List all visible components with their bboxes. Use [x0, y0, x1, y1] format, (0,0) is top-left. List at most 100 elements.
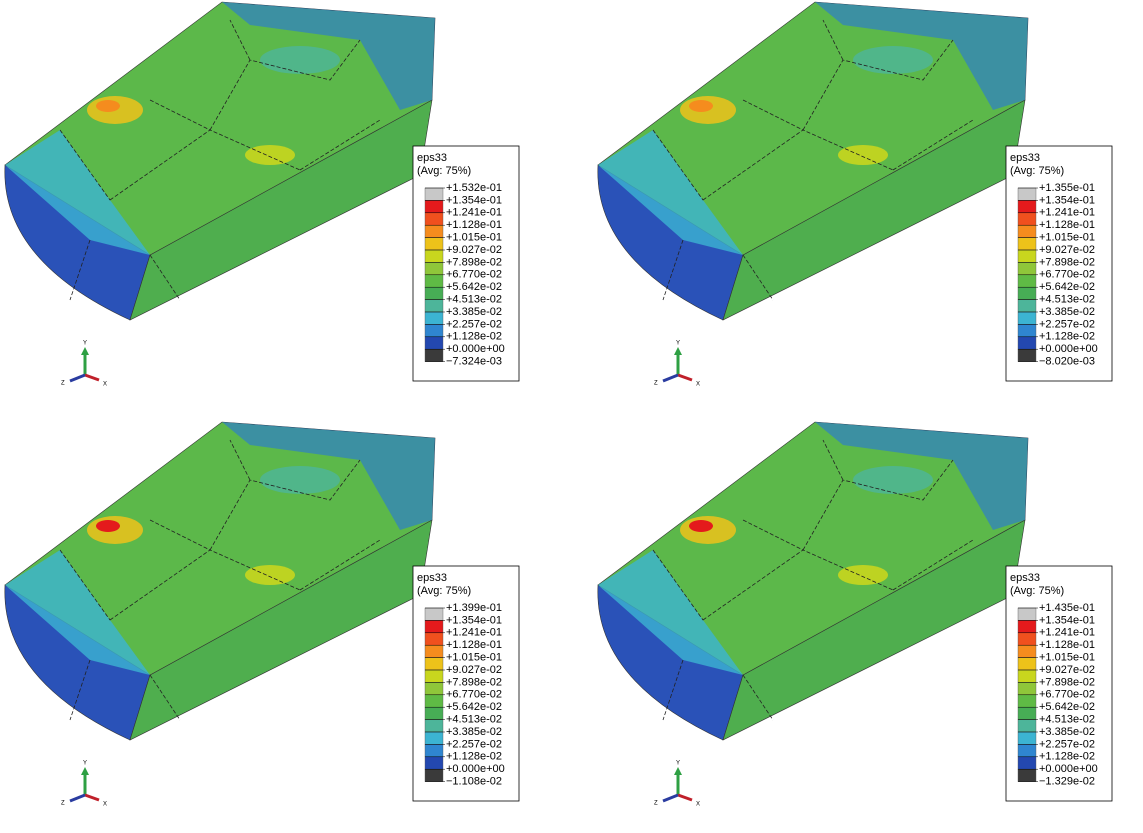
legend-label: +4.513e-02	[1039, 294, 1095, 306]
legend-label: +1.128e-01	[1039, 219, 1095, 231]
legend-label: +0.000e+00	[446, 763, 505, 775]
hot-core	[96, 520, 120, 532]
legend-swatch	[425, 324, 443, 336]
legend-swatch	[1018, 720, 1036, 732]
legend-swatch	[1018, 645, 1036, 657]
legend-swatch	[425, 744, 443, 756]
legend-swatch	[1018, 262, 1036, 274]
legend-swatch	[1018, 633, 1036, 645]
triad-y-head	[81, 347, 89, 355]
legend-label: +5.642e-02	[1039, 281, 1095, 293]
legend-swatch	[1018, 707, 1036, 719]
legend-label: +4.513e-02	[1039, 714, 1095, 726]
legend-swatch	[425, 238, 443, 250]
legend-label: +2.257e-02	[446, 318, 502, 330]
legend-label: +1.128e-02	[446, 331, 502, 343]
legend-title: eps33	[417, 572, 447, 584]
legend-label: +0.000e+00	[1039, 343, 1098, 355]
legend-swatch	[1018, 620, 1036, 632]
legend-swatch	[1018, 670, 1036, 682]
triad-x-label: X	[103, 382, 107, 388]
legend-label: +6.770e-02	[1039, 689, 1095, 701]
legend-label: −7.324e-03	[446, 356, 502, 368]
legend-label: +2.257e-02	[446, 738, 502, 750]
triad-x-axis	[678, 375, 692, 380]
legend-swatch	[1018, 732, 1036, 744]
triad-x-label: X	[696, 802, 700, 808]
legend-label: +1.128e-01	[446, 219, 502, 231]
legend-title: eps33	[1010, 572, 1040, 584]
triad-z-label: Z	[654, 381, 658, 387]
legend-swatch	[425, 300, 443, 312]
legend-label: +9.027e-02	[446, 244, 502, 256]
legend-subtitle: (Avg: 75%)	[1010, 585, 1064, 597]
legend-label: +2.257e-02	[1039, 738, 1095, 750]
triad-y-head	[81, 767, 89, 775]
legend-label: +7.898e-02	[446, 676, 502, 688]
legend-label: +6.770e-02	[446, 269, 502, 281]
panel: eps33(Avg: 75%)+1.399e-01+1.354e-01+1.24…	[5, 422, 519, 808]
legend-swatch	[425, 608, 443, 620]
legend-label: +3.385e-02	[446, 306, 502, 318]
legend-swatch	[425, 287, 443, 299]
legend-swatch	[1018, 287, 1036, 299]
legend-label: +2.257e-02	[1039, 318, 1095, 330]
triad-x-axis	[678, 795, 692, 800]
legend-swatch	[425, 707, 443, 719]
legend-swatch	[1018, 213, 1036, 225]
legend-swatch	[425, 200, 443, 212]
legend-subtitle: (Avg: 75%)	[1010, 165, 1064, 177]
legend-swatch	[1018, 769, 1036, 781]
triad-y-label: Y	[676, 761, 680, 767]
triad-z-axis	[663, 375, 678, 381]
warm-spot	[838, 145, 888, 165]
triad-y-head	[674, 767, 682, 775]
body: eps33(Avg: 75%)+1.532e-01+1.354e-01+1.24…	[0, 0, 1143, 833]
legend-label: +1.128e-02	[446, 751, 502, 763]
legend-swatch	[425, 757, 443, 769]
warm-spot	[838, 565, 888, 585]
hot-core	[689, 520, 713, 532]
legend-swatch	[425, 188, 443, 200]
legend-swatch	[425, 312, 443, 324]
triad-z-label: Z	[61, 381, 65, 387]
teal-patch	[260, 46, 340, 74]
legend-label: +1.354e-01	[446, 614, 502, 626]
legend-swatch	[1018, 225, 1036, 237]
triad-z-axis	[663, 795, 678, 801]
legend-label: +3.385e-02	[446, 726, 502, 738]
hot-core	[96, 100, 120, 112]
legend-label: −8.020e-03	[1039, 356, 1095, 368]
panel: eps33(Avg: 75%)+1.355e-01+1.354e-01+1.24…	[598, 2, 1112, 388]
legend-swatch	[1018, 608, 1036, 620]
legend-label: +1.399e-01	[446, 602, 502, 614]
legend-label: +7.898e-02	[1039, 676, 1095, 688]
legend-label: +5.642e-02	[446, 701, 502, 713]
legend-swatch	[425, 769, 443, 781]
legend-swatch	[1018, 349, 1036, 361]
legend-label: +1.015e-01	[446, 232, 502, 244]
figure: eps33(Avg: 75%)+1.532e-01+1.354e-01+1.24…	[0, 0, 1143, 833]
legend-swatch	[1018, 300, 1036, 312]
legend-swatch	[1018, 695, 1036, 707]
legend-swatch	[1018, 757, 1036, 769]
legend-swatch	[425, 620, 443, 632]
legend-label: +9.027e-02	[446, 664, 502, 676]
legend-label: +9.027e-02	[1039, 244, 1095, 256]
triad-y-head	[674, 347, 682, 355]
legend-swatch	[1018, 250, 1036, 262]
warm-spot	[245, 565, 295, 585]
hot-core	[689, 100, 713, 112]
legend-label: +1.241e-01	[1039, 207, 1095, 219]
legend-swatch	[1018, 238, 1036, 250]
legend-swatch	[1018, 188, 1036, 200]
page: {"panels":[ {"legend":{"title":"eps33","…	[0, 0, 1143, 833]
legend-swatch	[425, 658, 443, 670]
legend-swatch	[425, 682, 443, 694]
legend-swatch	[425, 225, 443, 237]
legend-label: +3.385e-02	[1039, 726, 1095, 738]
legend-label: −1.108e-02	[446, 776, 502, 788]
legend-label: +1.435e-01	[1039, 602, 1095, 614]
legend-title: eps33	[417, 152, 447, 164]
legend-label: +9.027e-02	[1039, 664, 1095, 676]
